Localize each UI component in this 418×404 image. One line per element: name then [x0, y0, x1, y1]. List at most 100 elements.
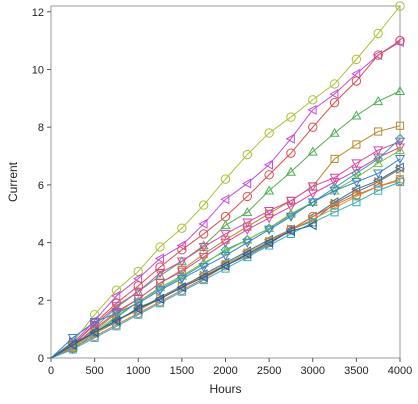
y-tick-label: 4 — [38, 238, 44, 250]
data-point — [308, 122, 318, 132]
data-point — [395, 175, 405, 186]
data-point — [155, 297, 165, 307]
data-point — [176, 240, 186, 251]
data-point — [176, 257, 187, 267]
data-point — [307, 182, 318, 192]
series-line — [50, 149, 401, 359]
data-point — [177, 223, 187, 233]
data-point — [374, 176, 384, 188]
data-point — [394, 145, 406, 155]
data-point — [374, 186, 383, 195]
series-line — [50, 5, 401, 359]
data-point — [351, 178, 362, 188]
data-point — [351, 76, 362, 86]
data-point — [111, 302, 122, 312]
data-point — [177, 285, 187, 295]
y-tick-label: 2 — [38, 295, 44, 307]
data-point — [351, 184, 361, 195]
series-16 — [50, 220, 317, 359]
data-point — [308, 211, 318, 222]
data-point — [133, 287, 144, 297]
series-layer — [50, 1, 406, 359]
y-tick-label: 10 — [32, 64, 44, 76]
data-point — [373, 158, 384, 168]
data-point — [330, 198, 340, 209]
series-line — [50, 41, 401, 359]
data-point — [198, 263, 209, 273]
data-point — [286, 148, 296, 158]
data-point — [176, 282, 186, 293]
x-axis-title: Hours — [209, 382, 241, 396]
data-point — [220, 230, 231, 240]
data-point — [374, 127, 383, 136]
series-2 — [50, 37, 404, 359]
x-tick-label: 2000 — [213, 365, 237, 377]
y-axis-title: Current — [6, 161, 20, 202]
data-point — [285, 166, 296, 176]
series-line — [50, 224, 313, 359]
data-point — [351, 190, 362, 200]
data-point — [264, 214, 275, 224]
series-line — [50, 40, 401, 359]
x-tick-label: 2500 — [257, 365, 281, 377]
data-point — [133, 273, 143, 284]
data-point — [111, 309, 122, 319]
data-point — [220, 220, 231, 230]
data-point — [198, 257, 209, 267]
data-point — [286, 112, 296, 122]
data-point — [352, 140, 361, 149]
data-point — [263, 237, 273, 248]
data-point — [351, 54, 362, 65]
data-point — [220, 260, 230, 271]
data-point — [373, 169, 384, 179]
data-point — [242, 249, 252, 260]
data-point — [394, 155, 406, 165]
data-point — [264, 185, 275, 195]
data-point — [307, 146, 318, 156]
data-point — [285, 202, 296, 212]
data-point — [198, 200, 209, 210]
data-point — [395, 133, 405, 144]
data-point — [242, 191, 253, 202]
data-point — [198, 272, 208, 283]
data-point — [373, 50, 383, 60]
data-point — [351, 172, 362, 182]
data-point — [198, 240, 209, 250]
data-point — [220, 194, 230, 205]
data-point — [242, 207, 253, 217]
data-point — [395, 177, 405, 187]
data-point — [329, 173, 340, 183]
data-point — [395, 121, 405, 130]
series-10 — [50, 155, 406, 359]
data-point — [133, 303, 143, 315]
series-line — [50, 158, 401, 359]
data-point — [155, 269, 166, 279]
y-tick-label: 0 — [38, 353, 44, 365]
data-point — [329, 186, 340, 196]
data-point — [264, 128, 274, 138]
data-point — [133, 281, 143, 291]
y-tick-label: 12 — [32, 7, 44, 19]
data-point — [220, 174, 231, 184]
data-point — [242, 218, 253, 228]
data-point — [111, 285, 122, 295]
data-point — [176, 274, 187, 284]
data-point — [198, 229, 209, 239]
data-point — [394, 37, 404, 48]
data-point — [220, 238, 231, 248]
data-point — [264, 225, 275, 235]
data-point — [307, 189, 318, 199]
data-point — [373, 95, 384, 106]
data-point — [394, 85, 406, 95]
data-point — [285, 133, 295, 144]
plot-area — [50, 5, 401, 359]
series-line — [50, 90, 401, 359]
data-point — [265, 209, 274, 218]
x-tick-label: 0 — [48, 365, 54, 377]
data-point — [220, 246, 231, 256]
data-point — [242, 225, 253, 235]
series-line — [50, 138, 401, 359]
data-point — [308, 95, 318, 105]
data-point — [329, 200, 340, 210]
data-point — [329, 97, 340, 108]
